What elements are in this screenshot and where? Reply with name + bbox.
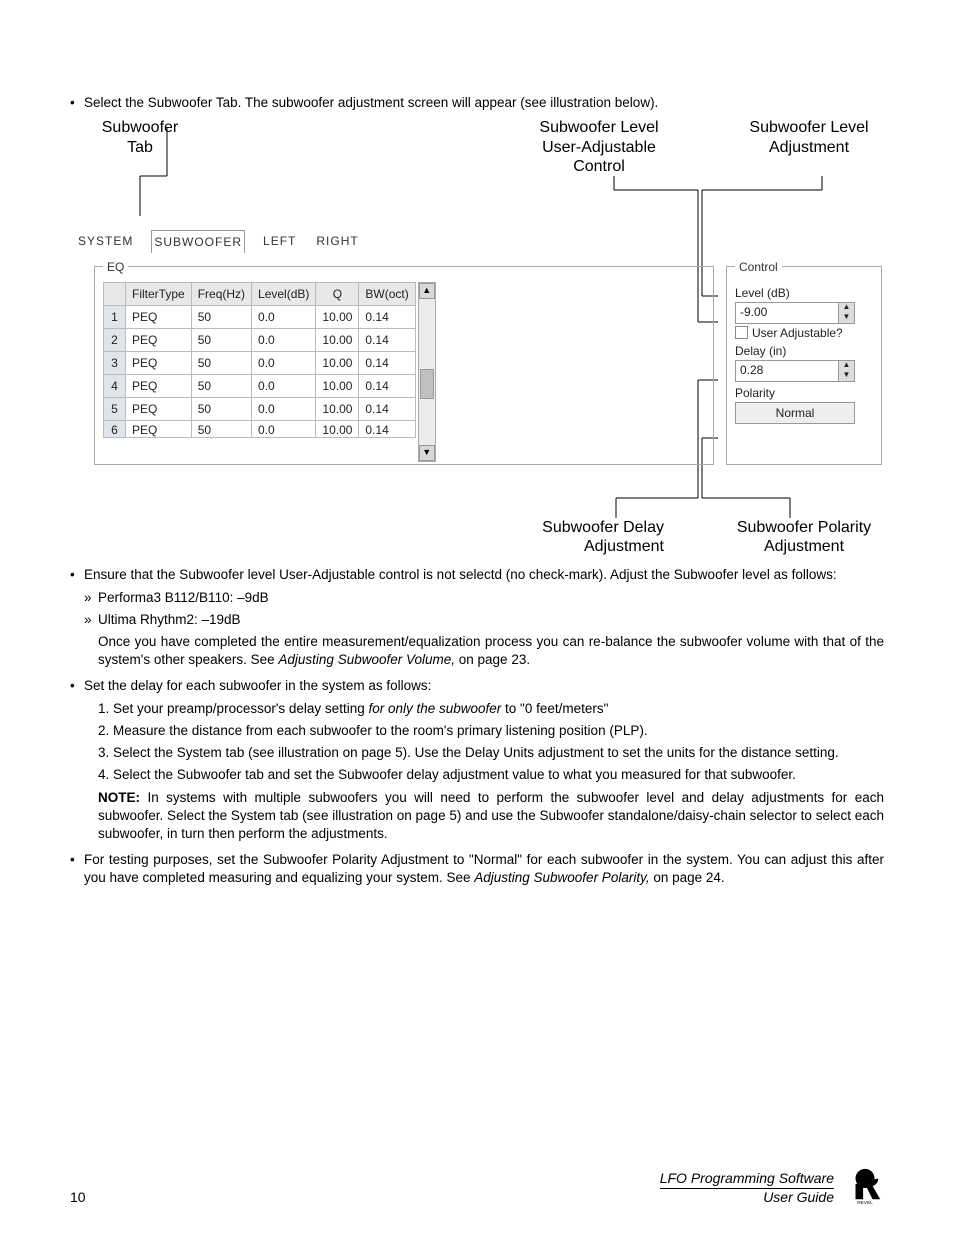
note-paragraph: NOTE: In systems with multiple subwoofer… bbox=[70, 789, 884, 844]
scroll-down-icon[interactable]: ▼ bbox=[419, 445, 435, 461]
table-row[interactable]: 5PEQ500.010.000.14 bbox=[104, 397, 416, 420]
callout-polarity-adj: Subwoofer Polarity Adjustment bbox=[724, 518, 884, 556]
table-row[interactable]: 1PEQ500.010.000.14 bbox=[104, 305, 416, 328]
callout-level-user: Subwoofer Level User-Adjustable Control bbox=[524, 118, 674, 176]
level-value[interactable]: -9.00 bbox=[736, 303, 838, 323]
callout-level-adj: Subwoofer Level Adjustment bbox=[734, 118, 884, 176]
table-row[interactable]: 6PEQ500.010.000.14 bbox=[104, 420, 416, 437]
tab-right[interactable]: RIGHT bbox=[314, 230, 360, 252]
eq-legend: EQ bbox=[103, 260, 128, 274]
page-number: 10 bbox=[70, 1189, 86, 1205]
step1: 1. Set your preamp/processor's delay set… bbox=[70, 700, 884, 718]
scroll-up-icon[interactable]: ▲ bbox=[419, 283, 435, 299]
col-bw: BW(oct) bbox=[359, 282, 415, 305]
spin-down-icon[interactable]: ▼ bbox=[839, 371, 854, 381]
once-paragraph: Once you have completed the entire measu… bbox=[70, 633, 884, 669]
svg-text:REVEL: REVEL bbox=[857, 1200, 873, 1205]
performa-line: Performa3 B112/B110: –9dB bbox=[70, 589, 884, 607]
ultima-line: Ultima Rhythm2: –19dB bbox=[70, 611, 884, 629]
brand-logo-icon: REVEL bbox=[846, 1167, 884, 1205]
callout-delay-adj: Subwoofer Delay Adjustment bbox=[524, 518, 664, 556]
delay-label: Delay (in) bbox=[735, 344, 873, 358]
tab-left[interactable]: LEFT bbox=[261, 230, 298, 252]
col-filtertype: FilterType bbox=[126, 282, 192, 305]
step4: 4. Select the Subwoofer tab and set the … bbox=[70, 766, 884, 784]
step3: 3. Select the System tab (see illustrati… bbox=[70, 744, 884, 762]
eq-table: FilterType Freq(Hz) Level(dB) Q BW(oct) … bbox=[103, 282, 416, 438]
col-q: Q bbox=[316, 282, 359, 305]
user-adjustable-label: User Adjustable? bbox=[752, 326, 843, 340]
footer-title: LFO Programming Software bbox=[660, 1170, 834, 1189]
table-row[interactable]: 3PEQ500.010.000.14 bbox=[104, 351, 416, 374]
tab-subwoofer[interactable]: SUBWOOFER bbox=[151, 230, 245, 253]
delay-spinner[interactable]: 0.28 ▲▼ bbox=[735, 360, 855, 382]
ensure-bullet: Ensure that the Subwoofer level User-Adj… bbox=[70, 566, 884, 584]
level-label: Level (dB) bbox=[735, 286, 873, 300]
testing-bullet: For testing purposes, set the Subwoofer … bbox=[70, 851, 884, 887]
eq-scrollbar[interactable]: ▲ ▼ bbox=[418, 282, 436, 462]
step2: 2. Measure the distance from each subwoo… bbox=[70, 722, 884, 740]
eq-panel: EQ FilterType Freq(Hz) Level(dB) Q BW(oc… bbox=[94, 260, 714, 465]
delay-value[interactable]: 0.28 bbox=[736, 361, 838, 381]
setdelay-bullet: Set the delay for each subwoofer in the … bbox=[70, 677, 884, 695]
diagram: Subwoofer Tab Subwoofer Level User-Adjus… bbox=[70, 118, 884, 556]
polarity-button[interactable]: Normal bbox=[735, 402, 855, 424]
control-panel: Control Level (dB) -9.00 ▲▼ User Adjusta… bbox=[726, 260, 882, 465]
user-adjustable-checkbox[interactable] bbox=[735, 326, 748, 339]
control-legend: Control bbox=[735, 260, 782, 274]
col-freq: Freq(Hz) bbox=[191, 282, 251, 305]
callout-subwoofer-tab: Subwoofer Tab bbox=[80, 118, 200, 176]
footer: 10 LFO Programming Software User Guide R… bbox=[70, 1167, 884, 1205]
table-row[interactable]: 2PEQ500.010.000.14 bbox=[104, 328, 416, 351]
table-row[interactable]: 4PEQ500.010.000.14 bbox=[104, 374, 416, 397]
tabs: SYSTEM SUBWOOFER LEFT RIGHT bbox=[70, 228, 884, 254]
level-spinner[interactable]: -9.00 ▲▼ bbox=[735, 302, 855, 324]
scroll-thumb[interactable] bbox=[420, 369, 434, 399]
tab-system[interactable]: SYSTEM bbox=[76, 230, 135, 252]
footer-subtitle: User Guide bbox=[660, 1189, 834, 1205]
polarity-label: Polarity bbox=[735, 386, 873, 400]
spin-down-icon[interactable]: ▼ bbox=[839, 313, 854, 323]
intro-bullet: Select the Subwoofer Tab. The subwoofer … bbox=[70, 94, 884, 113]
col-level: Level(dB) bbox=[252, 282, 316, 305]
